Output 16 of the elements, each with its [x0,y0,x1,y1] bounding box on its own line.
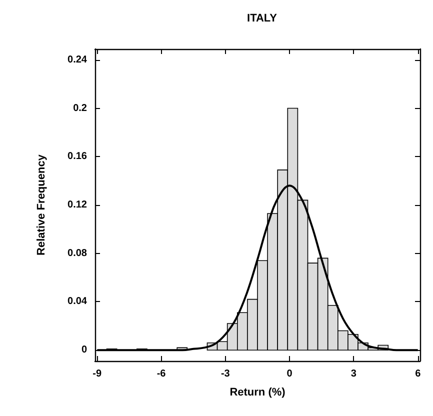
x-tick-label: 6 [415,368,422,380]
x-tick-label: 0 [286,368,293,380]
x-tick-label: -9 [92,368,102,380]
y-axis-title: Relative Frequency [36,154,48,256]
y-tick-label: 0.24 [68,54,88,66]
x-tick-label: 3 [350,368,357,380]
y-tick-label: 0 [81,344,88,356]
y-tick-label: 0.2 [73,102,88,114]
x-axis-title: Return (%) [230,386,286,398]
y-tick-label: 0.16 [68,151,88,162]
y-tick-label: 0.12 [68,200,88,210]
y-tick-label: 0.08 [68,248,88,259]
x-tick-label: -6 [156,368,166,380]
chart-title: ITALY [247,12,278,24]
x-tick-label: -3 [220,368,230,380]
y-tick-label: 0.04 [68,296,88,308]
